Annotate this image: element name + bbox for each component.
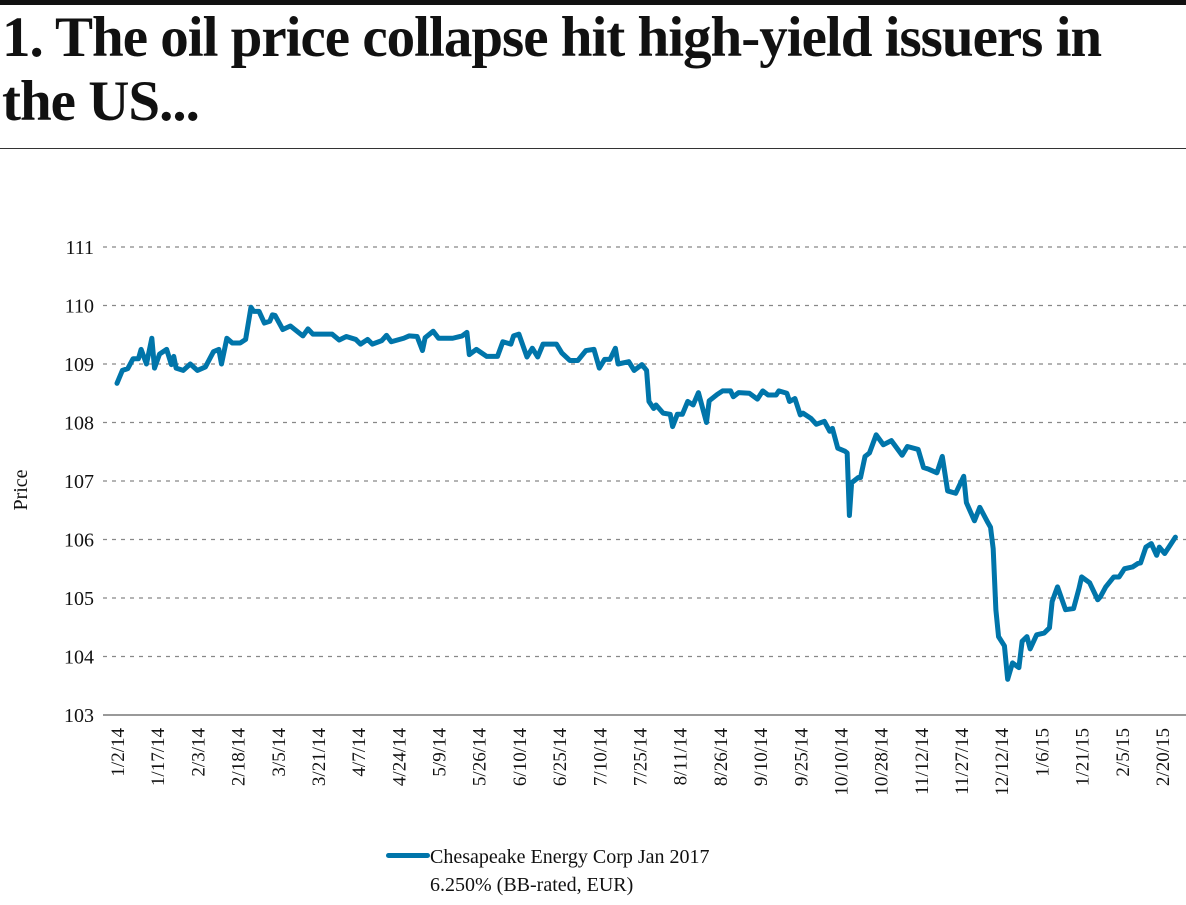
y-tick-label: 103 [64, 705, 94, 727]
x-tick-label: 10/28/14 [872, 728, 893, 796]
series-group [114, 304, 1178, 682]
x-tick-label: 5/9/14 [430, 728, 451, 777]
y-tick-label: 111 [65, 237, 94, 259]
x-tick-label: 6/25/14 [550, 728, 571, 787]
x-tick-label: 8/26/14 [711, 728, 732, 787]
x-tick-label: 2/3/14 [188, 728, 209, 777]
series-line [114, 304, 1178, 682]
legend-swatch [386, 853, 430, 858]
x-tick-label: 3/5/14 [269, 728, 290, 777]
x-tick-label: 2/20/15 [1153, 728, 1174, 786]
x-tick-label: 4/24/14 [389, 728, 410, 787]
x-tick-label: 5/26/14 [470, 728, 491, 787]
x-tick-label: 10/10/14 [831, 728, 852, 796]
x-tick-label: 7/25/14 [631, 728, 652, 787]
y-tick-label: 104 [64, 647, 94, 669]
x-tick-label: 11/27/14 [952, 728, 973, 795]
x-tick-label: 3/21/14 [309, 728, 330, 787]
x-tick-label: 2/18/14 [229, 728, 250, 787]
y-axis-ticks: 103 104 105 106 107 108 109 110 111 [64, 237, 94, 727]
x-tick-label: 9/10/14 [751, 728, 772, 787]
x-tick-label: 7/10/14 [590, 728, 611, 787]
x-axis-ticks: 1/2/14 1/17/14 2/3/14 2/18/14 3/5/14 3/21/14 4… [108, 728, 1174, 796]
x-tick-label: 11/12/14 [912, 728, 933, 795]
x-tick-label: 9/25/14 [791, 728, 812, 787]
x-tick-label: 4/7/14 [349, 728, 370, 777]
y-tick-label: 108 [64, 413, 94, 435]
y-tick-label: 110 [65, 296, 94, 318]
legend-label-line1: Chesapeake Energy Corp Jan 2017 [430, 846, 710, 868]
x-tick-label: 6/10/14 [510, 728, 531, 787]
y-tick-label: 105 [64, 588, 94, 610]
x-tick-label: 1/2/14 [108, 728, 129, 777]
title-divider [0, 148, 1186, 149]
x-tick-label: 12/12/14 [992, 728, 1013, 796]
x-tick-label: 2/5/15 [1113, 728, 1134, 777]
x-tick-label: 1/6/15 [1032, 728, 1053, 777]
top-rule [0, 0, 1186, 5]
x-tick-label: 1/21/15 [1073, 728, 1094, 786]
y-tick-label: 107 [64, 471, 94, 493]
legend-label: Chesapeake Energy Corp Jan 2017 6.250% (… [430, 843, 930, 899]
chart-title: 1. The oil price collapse hit high-yield… [2, 6, 1102, 133]
gridlines [103, 246, 1186, 658]
y-axis-label: Price [10, 469, 32, 510]
y-tick-label: 106 [64, 530, 94, 552]
y-tick-label: 109 [64, 354, 94, 376]
x-tick-label: 1/17/14 [148, 728, 169, 787]
x-tick-label: 8/11/14 [671, 728, 692, 786]
legend-label-line2: 6.250% (BB-rated, EUR) [430, 874, 634, 896]
